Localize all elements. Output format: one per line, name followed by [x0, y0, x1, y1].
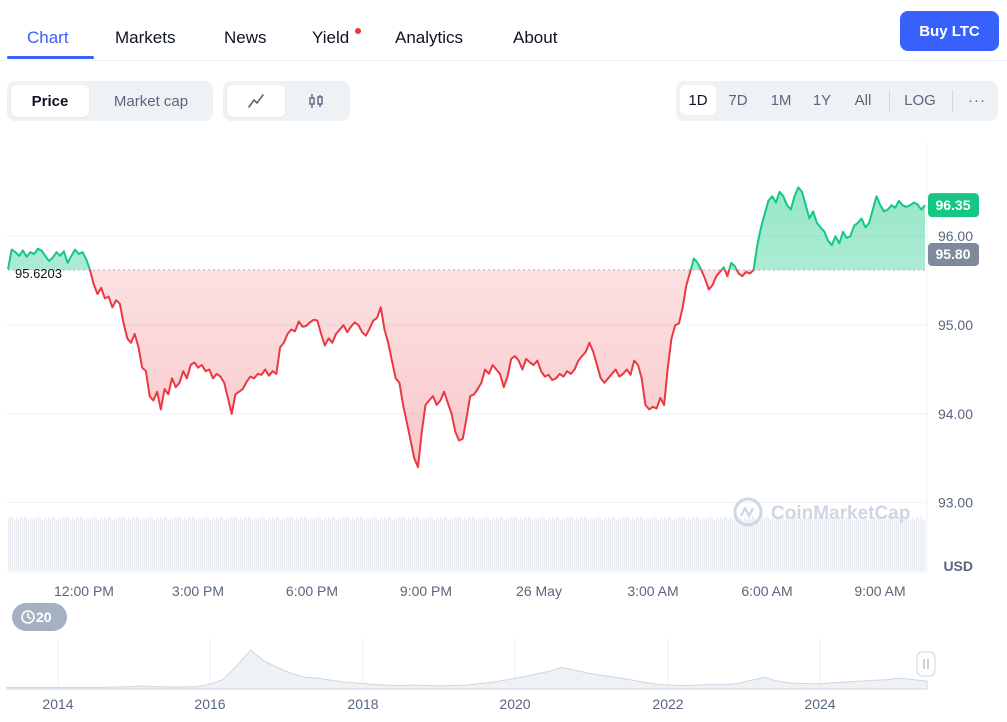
- y-tick-label: 93.00: [938, 495, 973, 511]
- y-unit-label: USD: [943, 558, 973, 574]
- range-1y[interactable]: 1Y: [812, 91, 832, 109]
- overview-year-label: 2018: [347, 696, 378, 712]
- line-chart-button[interactable]: [227, 85, 285, 117]
- range-divider: [889, 90, 890, 112]
- metric-tab-price[interactable]: Price: [11, 85, 89, 117]
- active-tab-underline: [7, 56, 94, 59]
- metric-tab-market-cap[interactable]: Market cap: [113, 92, 189, 110]
- baseline-label: 95.6203: [15, 266, 62, 281]
- range-7d[interactable]: 7D: [728, 91, 748, 109]
- line-chart-icon: [248, 94, 264, 108]
- overview-area: [6, 649, 928, 690]
- overview-year-label: 2024: [804, 696, 835, 712]
- tab-news[interactable]: News: [224, 28, 267, 47]
- chart-type-switch: [223, 81, 350, 121]
- yield-notification-dot: [355, 28, 361, 34]
- tab-chart[interactable]: Chart: [27, 28, 69, 47]
- coinmarketcap-watermark: CoinMarketCap: [733, 497, 910, 527]
- y-tick-label: 95.00: [938, 317, 973, 333]
- history-badge[interactable]: 20: [12, 603, 67, 631]
- x-tick-label: 6:00 PM: [286, 583, 338, 599]
- more-options-button[interactable]: ···: [968, 91, 986, 109]
- range-switch: 1D 7D 1M 1Y All LOG ···: [676, 81, 998, 121]
- overview-year-label: 2014: [42, 696, 73, 712]
- x-tick-label: 3:00 PM: [172, 583, 224, 599]
- y-tick-label: 96.00: [938, 228, 973, 244]
- overview-year-label: 2020: [499, 696, 530, 712]
- buy-ltc-button[interactable]: Buy LTC: [900, 11, 999, 51]
- tab-yield[interactable]: Yield: [312, 28, 350, 47]
- current-price-label: 96.35: [935, 197, 970, 213]
- price-line-down: [88, 269, 755, 469]
- x-tick-label: 9:00 PM: [400, 583, 452, 599]
- price-line-up: [7, 186, 926, 270]
- top-nav: Chart Markets News Yield Analytics About Buy …: [0, 0, 1007, 61]
- candlestick-icon: [309, 94, 323, 108]
- metric-switch: Price Market cap: [7, 81, 213, 121]
- range-all[interactable]: All: [854, 91, 872, 109]
- x-tick-label: 26 May: [516, 583, 562, 599]
- reference-price-tag: [928, 243, 979, 267]
- grid: 96.00 95.00 94.00 93.00 USD 12:00 PM 3:00 PM 6:…: [7, 142, 973, 599]
- history-icon: [21, 610, 35, 624]
- history-count: 20: [36, 609, 52, 625]
- tab-markets[interactable]: Markets: [115, 28, 176, 47]
- x-tick-label: 3:00 AM: [627, 583, 678, 599]
- log-scale-button[interactable]: LOG: [904, 91, 936, 109]
- area-above-baseline: [8, 187, 925, 270]
- volume-bars: [8, 516, 926, 571]
- y-tick-label: 94.00: [938, 406, 973, 422]
- tab-about[interactable]: About: [513, 28, 558, 47]
- x-tick-label: 9:00 AM: [854, 583, 905, 599]
- tab-analytics[interactable]: Analytics: [395, 28, 464, 47]
- overview-year-label: 2016: [194, 696, 225, 712]
- area-below-baseline: [8, 269, 925, 468]
- range-handle[interactable]: [916, 651, 936, 677]
- candlestick-button[interactable]: [287, 85, 345, 117]
- reference-price-label: 95.80: [935, 246, 970, 262]
- current-price-tag: [928, 193, 979, 218]
- x-tick-label: 12:00 PM: [54, 583, 114, 599]
- svg-text:CoinMarketCap: CoinMarketCap: [771, 503, 910, 524]
- overview-navigator[interactable]: 2014 2016 2018 2020 2022 2024: [0, 632, 1007, 722]
- range-1d[interactable]: 1D: [680, 85, 716, 115]
- range-divider-2: [952, 90, 953, 112]
- range-1m[interactable]: 1M: [770, 91, 792, 109]
- overview-year-label: 2022: [652, 696, 683, 712]
- x-tick-label: 6:00 AM: [741, 583, 792, 599]
